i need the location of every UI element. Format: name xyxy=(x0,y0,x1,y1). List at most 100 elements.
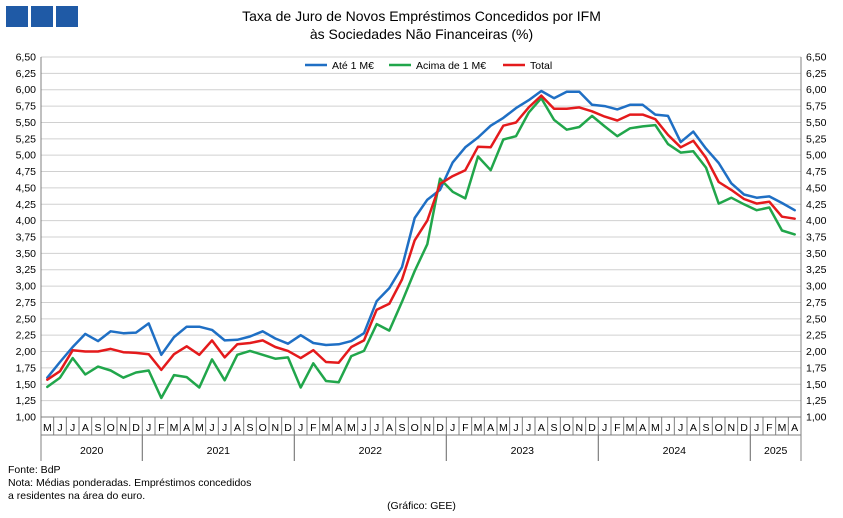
month-label: N xyxy=(272,422,280,434)
note-line2: a residentes na área do euro. xyxy=(8,490,146,502)
y-tick-label-right: 3,75 xyxy=(806,232,827,244)
month-label: A xyxy=(791,422,798,434)
month-label: M xyxy=(347,422,356,434)
month-label: A xyxy=(487,422,494,434)
month-label: A xyxy=(183,422,190,434)
y-tick-label-left: 2,75 xyxy=(16,297,37,309)
y-tick-label-right: 5,00 xyxy=(806,150,827,162)
month-label: J xyxy=(361,422,366,434)
month-label: J xyxy=(678,422,683,434)
year-label: 2021 xyxy=(207,445,231,457)
y-tick-label-left: 4,50 xyxy=(16,182,37,194)
month-label: F xyxy=(462,422,468,434)
chart-credit: (Gráfico: GEE) xyxy=(387,500,456,512)
month-label: S xyxy=(702,422,709,434)
y-tick-label-right: 6,50 xyxy=(806,52,827,64)
month-label: M xyxy=(499,422,508,434)
y-tick-label-right: 2,25 xyxy=(806,330,827,342)
note-line1: Nota: Médias ponderadas. Empréstimos con… xyxy=(8,477,252,489)
month-label: J xyxy=(665,422,670,434)
y-tick-label-right: 5,25 xyxy=(806,133,827,145)
month-label: F xyxy=(766,422,772,434)
y-tick-label-right: 1,50 xyxy=(806,379,827,391)
month-label: N xyxy=(424,422,432,434)
month-label: J xyxy=(209,422,214,434)
month-label: J xyxy=(450,422,455,434)
series-line xyxy=(46,94,796,381)
y-tick-label-left: 3,50 xyxy=(16,248,37,260)
source-note: Fonte: BdP xyxy=(8,464,61,476)
month-label: J xyxy=(57,422,62,434)
y-tick-label-left: 2,00 xyxy=(16,346,37,358)
y-tick-label-left: 6,00 xyxy=(16,84,37,96)
month-label: O xyxy=(259,422,267,434)
month-label: F xyxy=(310,422,316,434)
month-label: O xyxy=(411,422,419,434)
series-line xyxy=(46,89,796,379)
month-label: D xyxy=(588,422,596,434)
month-label: F xyxy=(614,422,620,434)
y-tick-label-right: 4,75 xyxy=(806,166,827,178)
logo-square xyxy=(6,6,28,27)
month-label: J xyxy=(513,422,518,434)
y-tick-label-left: 4,00 xyxy=(16,215,37,227)
month-label: J xyxy=(374,422,379,434)
year-label: 2024 xyxy=(663,445,687,457)
y-tick-label-left: 4,25 xyxy=(16,199,37,211)
bank-logo-icon xyxy=(6,6,78,27)
y-tick-label-right: 2,50 xyxy=(806,313,827,325)
month-label: S xyxy=(398,422,405,434)
y-tick-label-left: 1,75 xyxy=(16,362,37,374)
month-label: A xyxy=(538,422,545,434)
month-label: A xyxy=(690,422,697,434)
chart-title-line1: Taxa de Juro de Novos Empréstimos Conced… xyxy=(242,8,601,24)
y-tick-label-right: 3,25 xyxy=(806,264,827,276)
month-label: J xyxy=(754,422,759,434)
month-label: F xyxy=(158,422,164,434)
month-label: S xyxy=(94,422,101,434)
y-tick-label-left: 5,00 xyxy=(16,150,37,162)
legend-label: Até 1 M€ xyxy=(332,60,374,72)
year-label: 2023 xyxy=(511,445,535,457)
y-tick-label-right: 1,25 xyxy=(806,395,827,407)
month-label: M xyxy=(626,422,635,434)
y-tick-label-left: 3,25 xyxy=(16,264,37,276)
year-label: 2020 xyxy=(80,445,104,457)
month-label: M xyxy=(474,422,483,434)
legend-label: Total xyxy=(530,60,552,72)
y-tick-label-right: 5,50 xyxy=(806,117,827,129)
month-label: D xyxy=(436,422,444,434)
logo-square xyxy=(31,6,53,27)
y-tick-label-left: 5,50 xyxy=(16,117,37,129)
logo-square xyxy=(56,6,78,27)
month-label: O xyxy=(563,422,571,434)
y-tick-label-left: 5,25 xyxy=(16,133,37,145)
month-label: M xyxy=(778,422,787,434)
y-tick-label-left: 2,50 xyxy=(16,313,37,325)
month-label: M xyxy=(322,422,331,434)
year-label: 2025 xyxy=(764,445,788,457)
year-label: 2022 xyxy=(359,445,383,457)
month-label: D xyxy=(740,422,748,434)
month-label: S xyxy=(550,422,557,434)
month-label: M xyxy=(43,422,52,434)
month-label: J xyxy=(70,422,75,434)
y-tick-label-right: 6,00 xyxy=(806,84,827,96)
month-label: J xyxy=(602,422,607,434)
y-tick-label-left: 6,50 xyxy=(16,52,37,64)
month-label: O xyxy=(715,422,723,434)
y-tick-label-left: 3,75 xyxy=(16,232,37,244)
y-tick-label-right: 5,75 xyxy=(806,101,827,113)
y-tick-label-left: 4,75 xyxy=(16,166,37,178)
month-label: S xyxy=(246,422,253,434)
y-tick-label-right: 6,25 xyxy=(806,68,827,80)
month-label: N xyxy=(576,422,584,434)
month-label: A xyxy=(639,422,646,434)
chart-title: Taxa de Juro de Novos Empréstimos Conced… xyxy=(0,7,843,43)
y-tick-label-right: 1,00 xyxy=(806,412,827,424)
y-tick-label-right: 4,25 xyxy=(806,199,827,211)
y-tick-label-left: 2,25 xyxy=(16,330,37,342)
month-label: J xyxy=(146,422,151,434)
month-label: A xyxy=(82,422,89,434)
